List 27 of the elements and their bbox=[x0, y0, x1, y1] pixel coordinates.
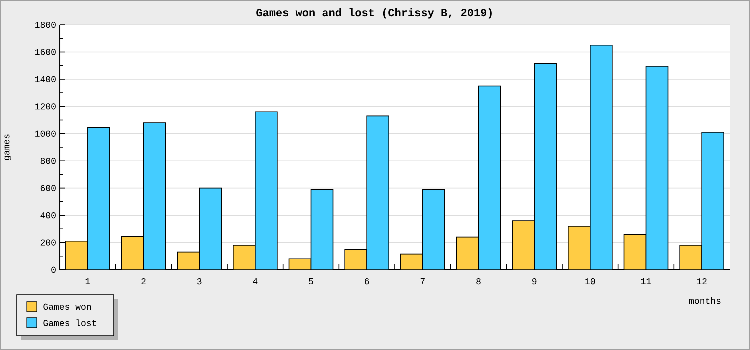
y-tick-label: 1600 bbox=[36, 49, 56, 56]
y-tick-label: 1200 bbox=[36, 104, 56, 110]
x-tick-label: 9 bbox=[532, 278, 537, 285]
x-tick-label: 1 bbox=[86, 278, 90, 284]
x-tick-label: 6 bbox=[365, 278, 370, 285]
y-axis-title: games bbox=[4, 134, 12, 160]
x-tick-label: 12 bbox=[697, 278, 707, 285]
y-tick-label: 1400 bbox=[36, 76, 56, 82]
x-tick-label: 4 bbox=[253, 278, 258, 284]
y-tick-label: 200 bbox=[40, 240, 56, 246]
x-tick-label: 3 bbox=[197, 278, 202, 285]
x-axis-title: months bbox=[689, 298, 721, 304]
x-tick-label: 10 bbox=[586, 278, 596, 285]
y-tick-label: 0 bbox=[52, 266, 56, 274]
x-tick-label: 11 bbox=[641, 278, 652, 284]
legend-label: Games lost bbox=[44, 320, 96, 326]
x-tick-label: 2 bbox=[142, 278, 146, 285]
x-tick-label: 8 bbox=[476, 278, 481, 285]
legend-label: Games won bbox=[44, 304, 92, 310]
y-tick-label: 800 bbox=[40, 158, 56, 164]
y-tick-label: 1800 bbox=[36, 22, 56, 28]
x-tick-label: 5 bbox=[309, 278, 314, 285]
x-tick-label: 7 bbox=[420, 278, 425, 284]
y-tick-label: 400 bbox=[40, 212, 56, 219]
y-tick-label: 600 bbox=[40, 185, 56, 192]
y-tick-label: 1000 bbox=[36, 130, 56, 137]
chart-title: Games won and lost (Chrissy B, 2019) bbox=[256, 8, 492, 19]
